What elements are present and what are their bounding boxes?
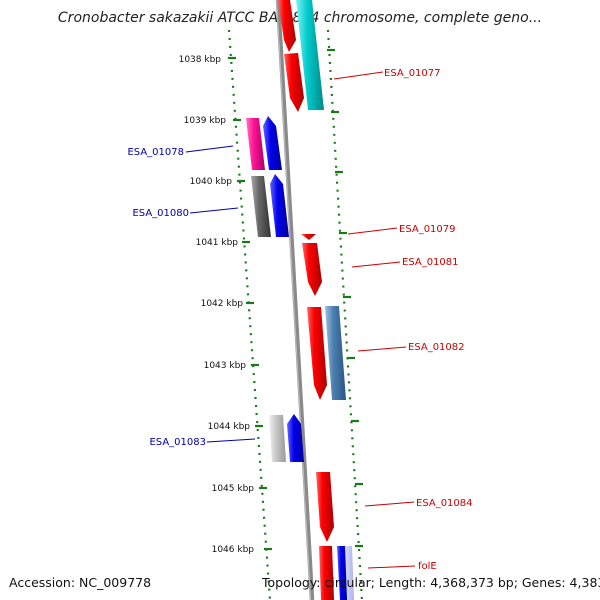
label-esa-01082[interactable]: ESA_01082	[408, 342, 465, 353]
leader-esa-01083	[206, 438, 256, 443]
leader-esa-01084	[364, 501, 415, 507]
leader-esa-01081	[351, 261, 401, 268]
gene-fole[interactable]	[319, 546, 334, 600]
label-esa-01079[interactable]: ESA_01079	[399, 224, 456, 235]
label-esa-01078[interactable]: ESA_01078	[127, 147, 184, 158]
gene-esa-01083[interactable]	[269, 415, 286, 462]
scale-label-1046: 1046 kbp	[212, 545, 255, 555]
scale-label-1042: 1042 kbp	[201, 299, 244, 309]
topology-text: Topology: circular; Length: 4,368,373 bp…	[262, 575, 600, 590]
gene-esa-01082[interactable]	[307, 307, 327, 400]
gene-blue-esa-01080-neighbor[interactable]	[270, 174, 289, 237]
scale-label-1038: 1038 kbp	[179, 55, 222, 65]
accession-text: Accession: NC_009778	[9, 575, 152, 590]
gene-blue-esa-01078-neighbor[interactable]	[263, 116, 282, 170]
gene-esa-01078[interactable]	[246, 118, 265, 170]
ruler-ticks-right	[327, 48, 363, 548]
gene-esa-01080[interactable]	[251, 176, 271, 237]
genome-axis-highlight	[276, 0, 312, 600]
leader-esa-01082	[357, 346, 407, 352]
gene-esa-01081[interactable]	[302, 243, 322, 296]
label-esa-01077[interactable]: ESA_01077	[384, 68, 441, 79]
gene-blue-bottom-right-core[interactable]	[337, 546, 347, 600]
gene-red-top-partial[interactable]	[278, 0, 296, 52]
leader-fole	[367, 565, 416, 569]
gene-esa-01084[interactable]	[316, 472, 334, 542]
label-esa-01081[interactable]: ESA_01081	[402, 257, 459, 268]
leader-esa-01080	[189, 207, 239, 214]
gene-esa-01079[interactable]	[301, 234, 316, 240]
genome-axis	[275, 0, 315, 600]
scale-label-1044: 1044 kbp	[208, 422, 251, 432]
gene-steel-blue-neighbor[interactable]	[325, 306, 346, 400]
scale-label-1043: 1043 kbp	[204, 361, 247, 371]
ruler-left	[227, 29, 272, 600]
label-esa-01083[interactable]: ESA_01083	[149, 437, 206, 448]
label-esa-01084[interactable]: ESA_01084	[416, 498, 473, 509]
gene-esa-01077[interactable]	[284, 53, 304, 112]
leader-esa-01077	[333, 71, 384, 80]
leader-esa-01079	[347, 227, 398, 235]
leader-esa-01078	[185, 145, 234, 153]
label-fole[interactable]: folE	[418, 561, 437, 572]
scale-label-1045: 1045 kbp	[212, 484, 255, 494]
scale-label-1041: 1041 kbp	[196, 238, 239, 248]
gene-cyan-esa-01077-neighbor[interactable]	[296, 0, 324, 110]
label-esa-01080[interactable]: ESA_01080	[132, 208, 189, 219]
gene-blue-esa-01083-neighbor[interactable]	[287, 414, 304, 462]
scale-label-1040: 1040 kbp	[190, 177, 233, 187]
ruler-ticks-left	[228, 56, 272, 551]
scale-label-1039: 1039 kbp	[184, 116, 227, 126]
